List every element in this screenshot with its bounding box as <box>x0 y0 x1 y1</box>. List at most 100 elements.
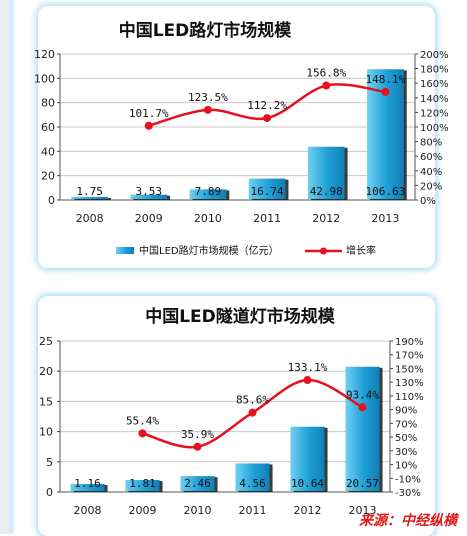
top-bar-value-label: 7.89 <box>195 185 222 198</box>
bottom-category-label: 2011 <box>239 504 267 517</box>
bottom-y2tick-label: -30% <box>395 488 421 499</box>
top-y2tick-label: 160% <box>420 79 449 90</box>
top-bar-value-label: 42.98 <box>310 185 343 198</box>
top-y2tick-label: 40% <box>420 167 442 178</box>
bottom-category-label: 2010 <box>184 504 212 517</box>
top-ytick-label: 20 <box>41 170 55 183</box>
top-bar-value-label: 106.63 <box>366 185 406 198</box>
top-bar <box>248 178 286 199</box>
top-growth-label: 112.2% <box>247 99 287 112</box>
bottom-growth-point <box>193 442 202 451</box>
bottom-y2tick-label: 70% <box>395 419 417 430</box>
bottom-bar-value-label: 2.46 <box>184 477 211 490</box>
bottom-ytick-label: 5 <box>46 456 53 469</box>
top-bar-value-label: 3.53 <box>136 185 163 198</box>
left-border-strip-inner <box>9 0 14 534</box>
bottom-growth-point <box>248 408 257 417</box>
top-y2tick-label: 60% <box>420 152 442 163</box>
top-category-label: 2011 <box>253 212 281 225</box>
top-bar-value-label: 1.75 <box>76 185 103 198</box>
bottom-category-label: 2012 <box>294 504 322 517</box>
top-bar-value-label: 16.74 <box>251 185 284 198</box>
bottom-bar-value-label: 10.64 <box>291 477 324 490</box>
bottom-y2tick-label: 50% <box>395 433 417 444</box>
bottom-bar-value-label: 1.16 <box>74 477 101 490</box>
bottom-bar <box>180 476 215 491</box>
top-growth-label: 123.5% <box>188 91 228 104</box>
bottom-category-label: 2013 <box>349 504 377 517</box>
top-legend-line-label: 增长率 <box>346 244 376 257</box>
bottom-growth-point <box>358 403 367 412</box>
bottom-category-label: 2009 <box>129 504 157 517</box>
top-category-label: 2013 <box>371 212 399 225</box>
top-growth-label: 156.8% <box>306 67 346 80</box>
bottom-growth-point <box>303 376 312 385</box>
bottom-y2tick-label: 110% <box>395 392 424 403</box>
bottom-bar <box>345 366 380 491</box>
top-chart-title: 中国LED路灯市场规模 <box>119 20 293 41</box>
top-y2tick-label: 100% <box>420 123 449 134</box>
bottom-bar <box>70 483 105 491</box>
top-growth-point <box>144 121 153 130</box>
bottom-ytick-label: 25 <box>39 335 53 348</box>
bottom-y2tick-label: 190% <box>395 337 424 348</box>
bottom-y2tick-label: 10% <box>395 461 417 472</box>
top-growth-point <box>322 81 331 90</box>
top-bar <box>189 189 227 199</box>
top-legend-bar-label: 中国LED路灯市场规模（亿元） <box>139 244 279 257</box>
bottom-chart-title: 中国LED隧道灯市场规模 <box>145 306 336 327</box>
bottom-bar-value-label: 20.57 <box>346 477 379 490</box>
top-y2tick-label: 80% <box>420 138 442 149</box>
top-ytick-label: 80 <box>41 97 55 110</box>
source-credit: 来源：中经纵横 <box>359 513 457 529</box>
top-bar <box>307 146 345 199</box>
top-legend-line-marker <box>320 247 327 255</box>
bottom-ytick-label: 10 <box>39 426 53 439</box>
top-growth-point <box>381 87 390 96</box>
top-y2tick-label: 120% <box>420 108 449 119</box>
bottom-growth-label: 55.4% <box>126 414 159 427</box>
top-bar <box>130 194 168 199</box>
top-growth-point <box>203 105 212 114</box>
top-growth-point <box>263 114 272 123</box>
bottom-bar-value-label: 4.56 <box>239 477 266 490</box>
bottom-y2tick-label: -10% <box>395 474 421 485</box>
bottom-growth-label: 133.1% <box>288 361 328 374</box>
top-y2tick-label: 180% <box>420 65 449 76</box>
top-y2tick-label: 0% <box>420 196 436 207</box>
top-category-label: 2009 <box>135 212 163 225</box>
top-y2tick-label: 20% <box>420 181 442 192</box>
top-ytick-label: 40 <box>41 145 55 158</box>
top-ytick-label: 60 <box>41 121 55 134</box>
bottom-ytick-label: 15 <box>39 395 53 408</box>
top-bar <box>71 196 108 199</box>
top-ytick-label: 100 <box>34 72 55 85</box>
bottom-growth-label: 35.9% <box>181 428 214 441</box>
bottom-y2tick-label: 170% <box>395 351 424 362</box>
top-growth-label: 148.1% <box>366 73 406 86</box>
top-legend-bar-swatch <box>116 247 134 254</box>
bottom-bar <box>290 426 325 491</box>
bottom-bar-value-label: 1.81 <box>129 477 156 490</box>
bottom-bar <box>125 480 160 491</box>
left-border-strip <box>0 0 9 534</box>
top-ytick-label: 0 <box>48 194 55 207</box>
bottom-y2tick-label: 30% <box>395 447 417 458</box>
bottom-growth-label: 93.4% <box>346 388 379 401</box>
top-category-label: 2008 <box>76 212 104 225</box>
top-y2tick-label: 140% <box>420 94 449 105</box>
top-category-label: 2012 <box>312 212 340 225</box>
top-category-label: 2010 <box>194 212 222 225</box>
bottom-ytick-label: 20 <box>39 365 53 378</box>
bottom-y2tick-label: 90% <box>395 406 417 417</box>
bottom-category-label: 2008 <box>74 504 102 517</box>
top-growth-label: 101.7% <box>129 107 169 120</box>
top-y2tick-label: 200% <box>420 50 449 61</box>
top-ytick-label: 120 <box>34 48 55 61</box>
bottom-y2tick-label: 150% <box>395 364 424 375</box>
bottom-ytick-label: 0 <box>46 486 53 499</box>
bottom-growth-point <box>138 429 147 438</box>
bottom-bar <box>235 463 270 491</box>
bottom-y2tick-label: 130% <box>395 378 424 389</box>
